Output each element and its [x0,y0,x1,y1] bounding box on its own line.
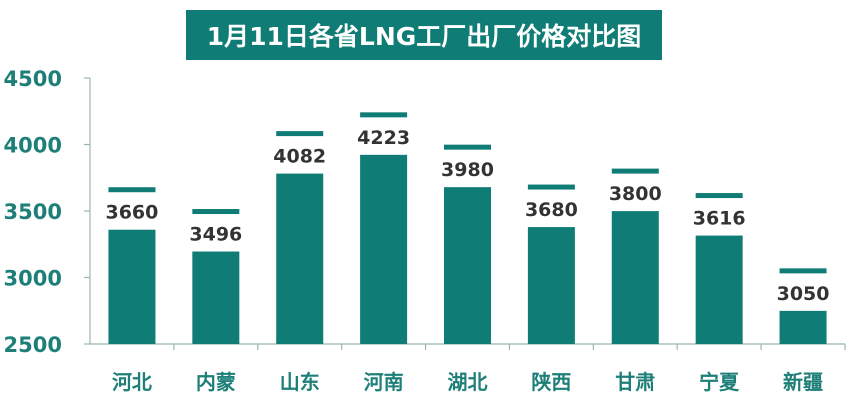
bar [444,187,491,344]
bar-cap [444,144,491,150]
x-tick-label: 湖北 [448,370,488,394]
x-tick-label: 宁夏 [699,370,740,394]
bar [695,235,743,344]
chart-title: 1月11日各省LNG工厂出厂价格对比图 [186,10,662,60]
y-tick-label: 4000 [4,134,62,158]
y-tick-label: 3000 [4,267,62,291]
bar [276,173,324,344]
bar [360,154,408,344]
bar-cap [108,187,156,193]
data-label: 3680 [525,199,578,221]
x-tick-label: 陕西 [531,370,571,394]
bar-cap [611,168,659,174]
bar-cap [695,193,743,199]
x-tick-label: 山东 [280,370,320,394]
x-tick-label: 新疆 [783,370,823,394]
data-label: 4223 [357,127,410,149]
data-label: 3050 [777,283,830,305]
y-tick-label: 3500 [4,200,62,224]
bar-cap [276,131,324,137]
data-label: 3496 [189,224,242,246]
x-tick-label: 内蒙 [196,370,236,394]
bar [108,229,156,344]
bar [192,251,240,344]
data-label: 3980 [441,159,494,181]
x-tick-label: 河南 [364,370,404,394]
bar-cap [192,209,240,215]
y-tick-label: 2500 [4,333,62,357]
bar [611,211,659,344]
bar [779,310,827,344]
data-label: 4082 [273,146,326,168]
x-tick-label: 甘肃 [615,370,655,394]
bar [527,227,575,344]
bar-cap [779,268,827,274]
bar-cap [527,184,575,190]
data-label: 3616 [693,208,746,230]
y-tick-label: 4500 [4,67,62,91]
bar-cap [360,112,408,118]
data-label: 3660 [105,202,158,224]
x-tick-label: 河北 [112,370,152,394]
data-label: 3800 [609,183,662,205]
